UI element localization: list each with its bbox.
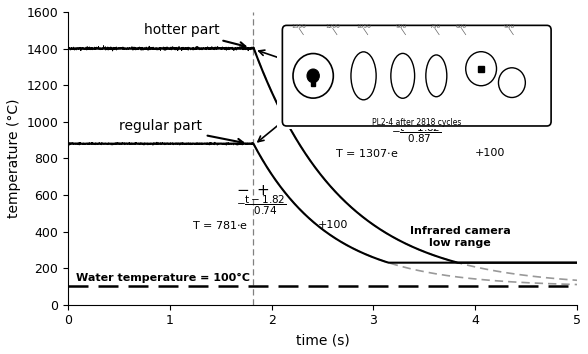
Text: T = 1307$\cdot$e: T = 1307$\cdot$e	[335, 147, 398, 159]
Text: hotter part: hotter part	[145, 23, 245, 48]
X-axis label: time (s): time (s)	[296, 333, 349, 347]
Text: $-\dfrac{\mathregular{t-1.82}}{0.74}$: $-\dfrac{\mathregular{t-1.82}}{0.74}$	[236, 194, 287, 217]
Y-axis label: temperature (°C): temperature (°C)	[7, 99, 21, 218]
Text: +: +	[256, 183, 269, 198]
Text: Infrared camera
low range: Infrared camera low range	[410, 226, 510, 248]
Text: regular part: regular part	[119, 119, 243, 144]
Text: +100: +100	[475, 148, 506, 158]
Text: −: −	[237, 183, 249, 198]
Text: Water temperature = 100°C: Water temperature = 100°C	[76, 273, 250, 283]
Text: +100: +100	[318, 220, 348, 230]
Text: T = 781$\cdot$e: T = 781$\cdot$e	[192, 219, 249, 231]
Text: $-\dfrac{\mathregular{t-1.82}}{0.87}$: $-\dfrac{\mathregular{t-1.82}}{0.87}$	[391, 121, 442, 145]
